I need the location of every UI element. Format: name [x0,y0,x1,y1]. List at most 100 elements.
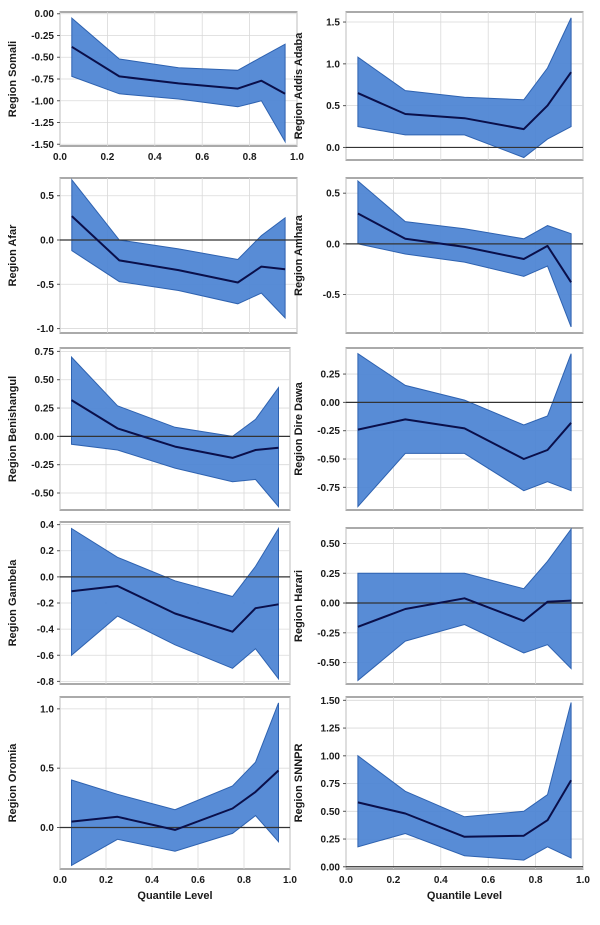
chart-panel-5: 0.75 0.50 0.25 0.00 -0.25 -0.50 Region Benisha… [7,347,291,511]
x-axis-label: Quantile Level [427,890,502,902]
y-tick-label: 0.0 [40,572,54,583]
x-tick-label: 0.6 [481,875,495,886]
y-tick-label: 0.25 [35,404,55,415]
y-axis-label: Region Afar [7,224,19,287]
x-tick-label: 0.0 [339,875,353,886]
y-tick-label: -0.50 [317,455,340,466]
x-tick-label: 0.4 [434,875,448,886]
y-tick-label: 0.00 [35,9,55,20]
estimate-line [71,769,280,831]
y-tick-label: -0.25 [31,31,54,42]
confidence-band [357,179,572,328]
confidence-band [357,17,572,159]
y-tick-label: 0.50 [35,375,55,386]
confidence-band [71,17,286,144]
x-tick-label: 0.4 [148,152,162,163]
x-tick-label: 0.2 [99,875,113,886]
y-tick-label: 0.5 [40,191,54,202]
estimate-line [357,212,572,283]
x-axis-label: Quantile Level [137,890,212,902]
chart-panel-6: 0.25 0.00 -0.25 -0.50 -0.75 Region Dire Dawa [293,347,584,511]
confidence-band [71,526,279,681]
y-tick-label: 0.00 [321,862,341,873]
y-tick-label: 1.0 [40,704,54,715]
y-tick-label: 1.25 [321,724,341,735]
y-axis-label: Region Harari [293,570,305,642]
chart-panel-10: 1.50 1.25 1.00 0.75 0.50 0.25 0.00 0.0 0.2 0.4 0.6… [293,696,590,902]
estimate-line [71,45,286,95]
y-tick-label: 0.25 [321,569,341,580]
x-tick-label: 1.0 [576,875,590,886]
y-tick-label: 0.50 [321,807,341,818]
confidence-band [357,527,572,682]
y-tick-label: 1.00 [321,751,341,762]
estimate-line [357,71,572,131]
confidence-band [71,355,279,508]
y-tick-label: -0.25 [31,460,54,471]
y-tick-label: -0.25 [317,426,340,437]
y-axis-label: Region Dire Dawa [293,381,305,475]
y-tick-label: 1.0 [326,59,340,70]
x-tick-label: 0.6 [191,875,205,886]
estimate-line [357,779,572,838]
y-tick-label: -1.00 [31,96,54,107]
y-tick-label: -0.5 [37,280,55,291]
confidence-band [357,702,572,861]
x-tick-label: 0.8 [237,875,251,886]
y-tick-label: 0.4 [40,520,54,531]
y-tick-label: 0.5 [40,764,54,775]
y-tick-label: 0.0 [326,239,340,250]
y-tick-label: -0.5 [323,290,341,301]
y-tick-label: 0.75 [35,347,55,358]
y-tick-label: -0.50 [31,489,54,500]
y-tick-label: 0.00 [35,432,55,443]
y-tick-label: 0.5 [326,189,340,200]
y-tick-label: 0.25 [321,835,341,846]
x-tick-label: 0.2 [100,152,114,163]
x-tick-label: 0.8 [529,875,543,886]
chart-panel-3: 0.5 0.0 -0.5 -1.0 Region Afar [7,177,298,335]
chart-panel-9: 1.0 0.5 0.0 0.0 0.2 0.4 0.6 0.8 1.0 Region Oromia… [7,696,297,902]
confidence-band [71,178,286,320]
y-axis-label: Region Amhara [293,214,305,296]
y-tick-label: 0.0 [40,823,54,834]
x-tick-label: 0.0 [53,152,67,163]
y-axis-label: Region Benishangul [7,376,19,482]
chart-panel-2: 0.0 0.5 1.0 1.5 Region Addis Adaba [293,11,584,161]
y-tick-label: 0.5 [326,101,340,112]
y-tick-label: 0.0 [40,236,54,247]
chart-panel-4: 0.5 0.0 -0.5 Region Amhara [293,177,584,334]
estimate-line [357,597,572,628]
y-tick-label: -0.4 [37,625,55,636]
x-tick-label: 0.8 [243,152,257,163]
y-tick-label: -0.2 [37,599,55,610]
y-axis-label: Region Oromia [7,743,19,823]
y-tick-label: 1.50 [321,696,341,707]
y-axis-label: Region Gambela [7,559,19,647]
estimate-line [71,585,279,633]
y-tick-label: -1.0 [37,324,55,335]
y-tick-label: 0.0 [326,143,340,154]
confidence-band [357,352,572,508]
estimate-line [71,215,286,284]
y-tick-label: -1.50 [31,140,54,151]
x-tick-label: 1.0 [290,152,304,163]
confidence-band [71,702,279,867]
y-tick-label: -0.6 [37,651,55,662]
chart-panel-8: 0.50 0.25 0.00 -0.25 -0.50 Region Harari [293,527,584,685]
y-tick-label: 0.2 [40,546,54,557]
y-tick-label: -0.50 [31,53,54,64]
x-tick-label: 1.0 [283,875,297,886]
estimate-line [357,418,572,460]
estimate-line [70,399,279,459]
y-axis-label: Region Addis Adaba [293,32,305,140]
y-tick-label: -1.25 [31,118,54,129]
x-tick-label: 0.2 [386,875,400,886]
y-tick-label: 0.00 [321,398,341,409]
y-axis-label: Region Somali [7,41,19,117]
x-tick-label: 0.4 [145,875,159,886]
y-tick-label: -0.50 [317,658,340,669]
y-tick-label: -0.75 [317,483,340,494]
chart-panel-7: 0.4 0.2 0.0 -0.2 -0.4 -0.6 -0.8 Region Gambela [7,520,291,688]
